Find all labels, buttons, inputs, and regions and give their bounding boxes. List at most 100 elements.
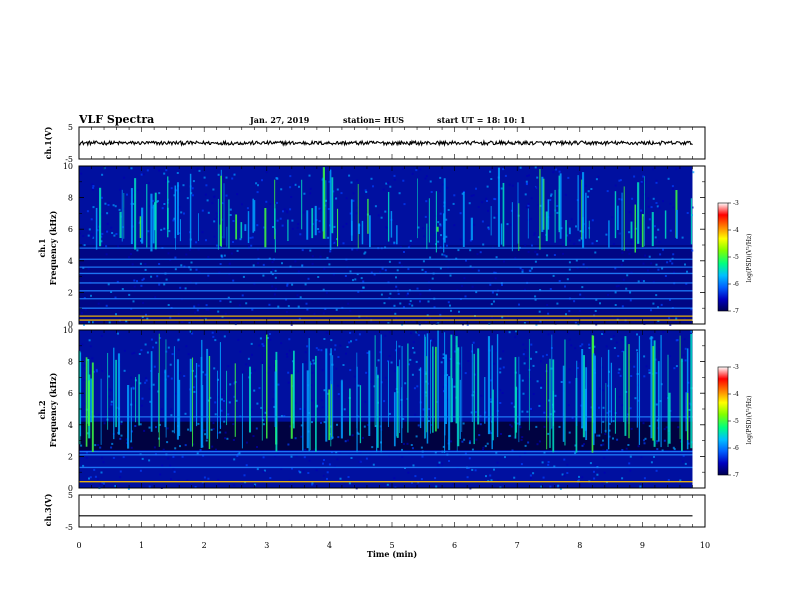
speckle xyxy=(356,179,359,182)
speckle xyxy=(286,355,289,358)
speckle xyxy=(90,294,92,297)
speckle xyxy=(226,437,229,440)
speckle xyxy=(618,232,621,235)
speckle xyxy=(128,256,130,259)
speckle xyxy=(384,210,387,213)
speckle xyxy=(391,308,394,311)
speckle xyxy=(363,425,366,428)
speckle xyxy=(232,220,235,222)
speckle xyxy=(425,321,428,323)
speckle xyxy=(192,180,195,183)
speckle xyxy=(223,254,226,257)
speckle xyxy=(188,321,191,324)
speckle xyxy=(303,192,306,195)
speckle xyxy=(185,345,188,348)
y-tick-label: 5 xyxy=(68,491,73,500)
speckle xyxy=(501,284,503,286)
speckle xyxy=(510,425,513,428)
speckle xyxy=(253,389,256,392)
speckle xyxy=(131,352,134,355)
speckle xyxy=(568,431,571,434)
speckle xyxy=(587,190,590,193)
speckle xyxy=(356,206,359,209)
speckle xyxy=(136,249,139,252)
speckle xyxy=(337,356,340,358)
speckle xyxy=(477,269,480,272)
speckle xyxy=(92,185,95,187)
speckle xyxy=(279,217,282,220)
speckle xyxy=(285,353,288,356)
speckle xyxy=(398,192,401,195)
speckle xyxy=(289,175,292,178)
speckle xyxy=(311,371,314,374)
speckle xyxy=(504,174,507,177)
speckle xyxy=(428,408,430,411)
speckle xyxy=(673,367,676,370)
speckle xyxy=(594,251,597,254)
speckle xyxy=(403,203,406,206)
speckle xyxy=(229,208,232,211)
sp1-ylabel-frequency: Frequency (kHz) xyxy=(48,210,58,285)
speckle xyxy=(565,313,567,316)
speckle xyxy=(621,477,624,480)
speckle xyxy=(464,452,467,455)
speckle xyxy=(393,304,396,307)
speckle xyxy=(250,408,253,411)
speckle xyxy=(159,337,162,339)
speckle xyxy=(630,271,633,274)
speckle xyxy=(165,397,168,400)
speckle xyxy=(342,364,345,366)
speckle xyxy=(587,195,589,198)
speckle xyxy=(182,287,185,290)
speckle xyxy=(158,169,161,172)
speckle xyxy=(478,434,481,437)
speckle xyxy=(232,439,235,441)
speckle xyxy=(227,365,230,368)
speckle xyxy=(328,180,331,183)
speckle xyxy=(86,210,89,213)
speckle xyxy=(285,210,288,213)
speckle xyxy=(340,192,343,195)
speckle xyxy=(643,442,646,445)
speckle xyxy=(141,397,144,400)
speckle xyxy=(621,251,624,254)
speckle xyxy=(529,474,532,477)
speckle xyxy=(196,309,199,312)
speckle xyxy=(438,228,441,231)
speckle xyxy=(204,373,207,376)
speckle xyxy=(652,281,655,284)
speckle xyxy=(388,260,391,263)
speckle xyxy=(530,267,533,270)
speckle xyxy=(178,232,181,234)
speckle xyxy=(471,448,474,451)
speckle xyxy=(178,206,181,209)
speckle xyxy=(384,334,387,337)
speckle xyxy=(563,474,566,477)
speckle xyxy=(180,211,183,214)
speckle xyxy=(311,483,314,486)
speckle xyxy=(332,273,335,276)
speckle xyxy=(381,267,384,270)
waveform-line xyxy=(78,139,693,147)
speckle xyxy=(495,349,498,352)
y-tick-label: 6 xyxy=(68,225,73,234)
speckle xyxy=(487,228,490,231)
speckle xyxy=(540,386,543,389)
speckle xyxy=(553,465,556,468)
speckle xyxy=(394,370,396,373)
speckle xyxy=(430,339,433,342)
speckle xyxy=(509,223,512,226)
speckle xyxy=(650,206,653,209)
speckle xyxy=(356,248,359,251)
speckle xyxy=(355,338,358,341)
speckle xyxy=(193,305,196,308)
speckle xyxy=(419,293,422,296)
speckle xyxy=(493,197,496,200)
speckle xyxy=(471,285,474,288)
speckle xyxy=(281,224,284,227)
speckle xyxy=(269,338,272,341)
speckle xyxy=(382,188,385,191)
speckle xyxy=(416,385,419,388)
speckle xyxy=(540,485,543,488)
speckle xyxy=(578,239,581,242)
